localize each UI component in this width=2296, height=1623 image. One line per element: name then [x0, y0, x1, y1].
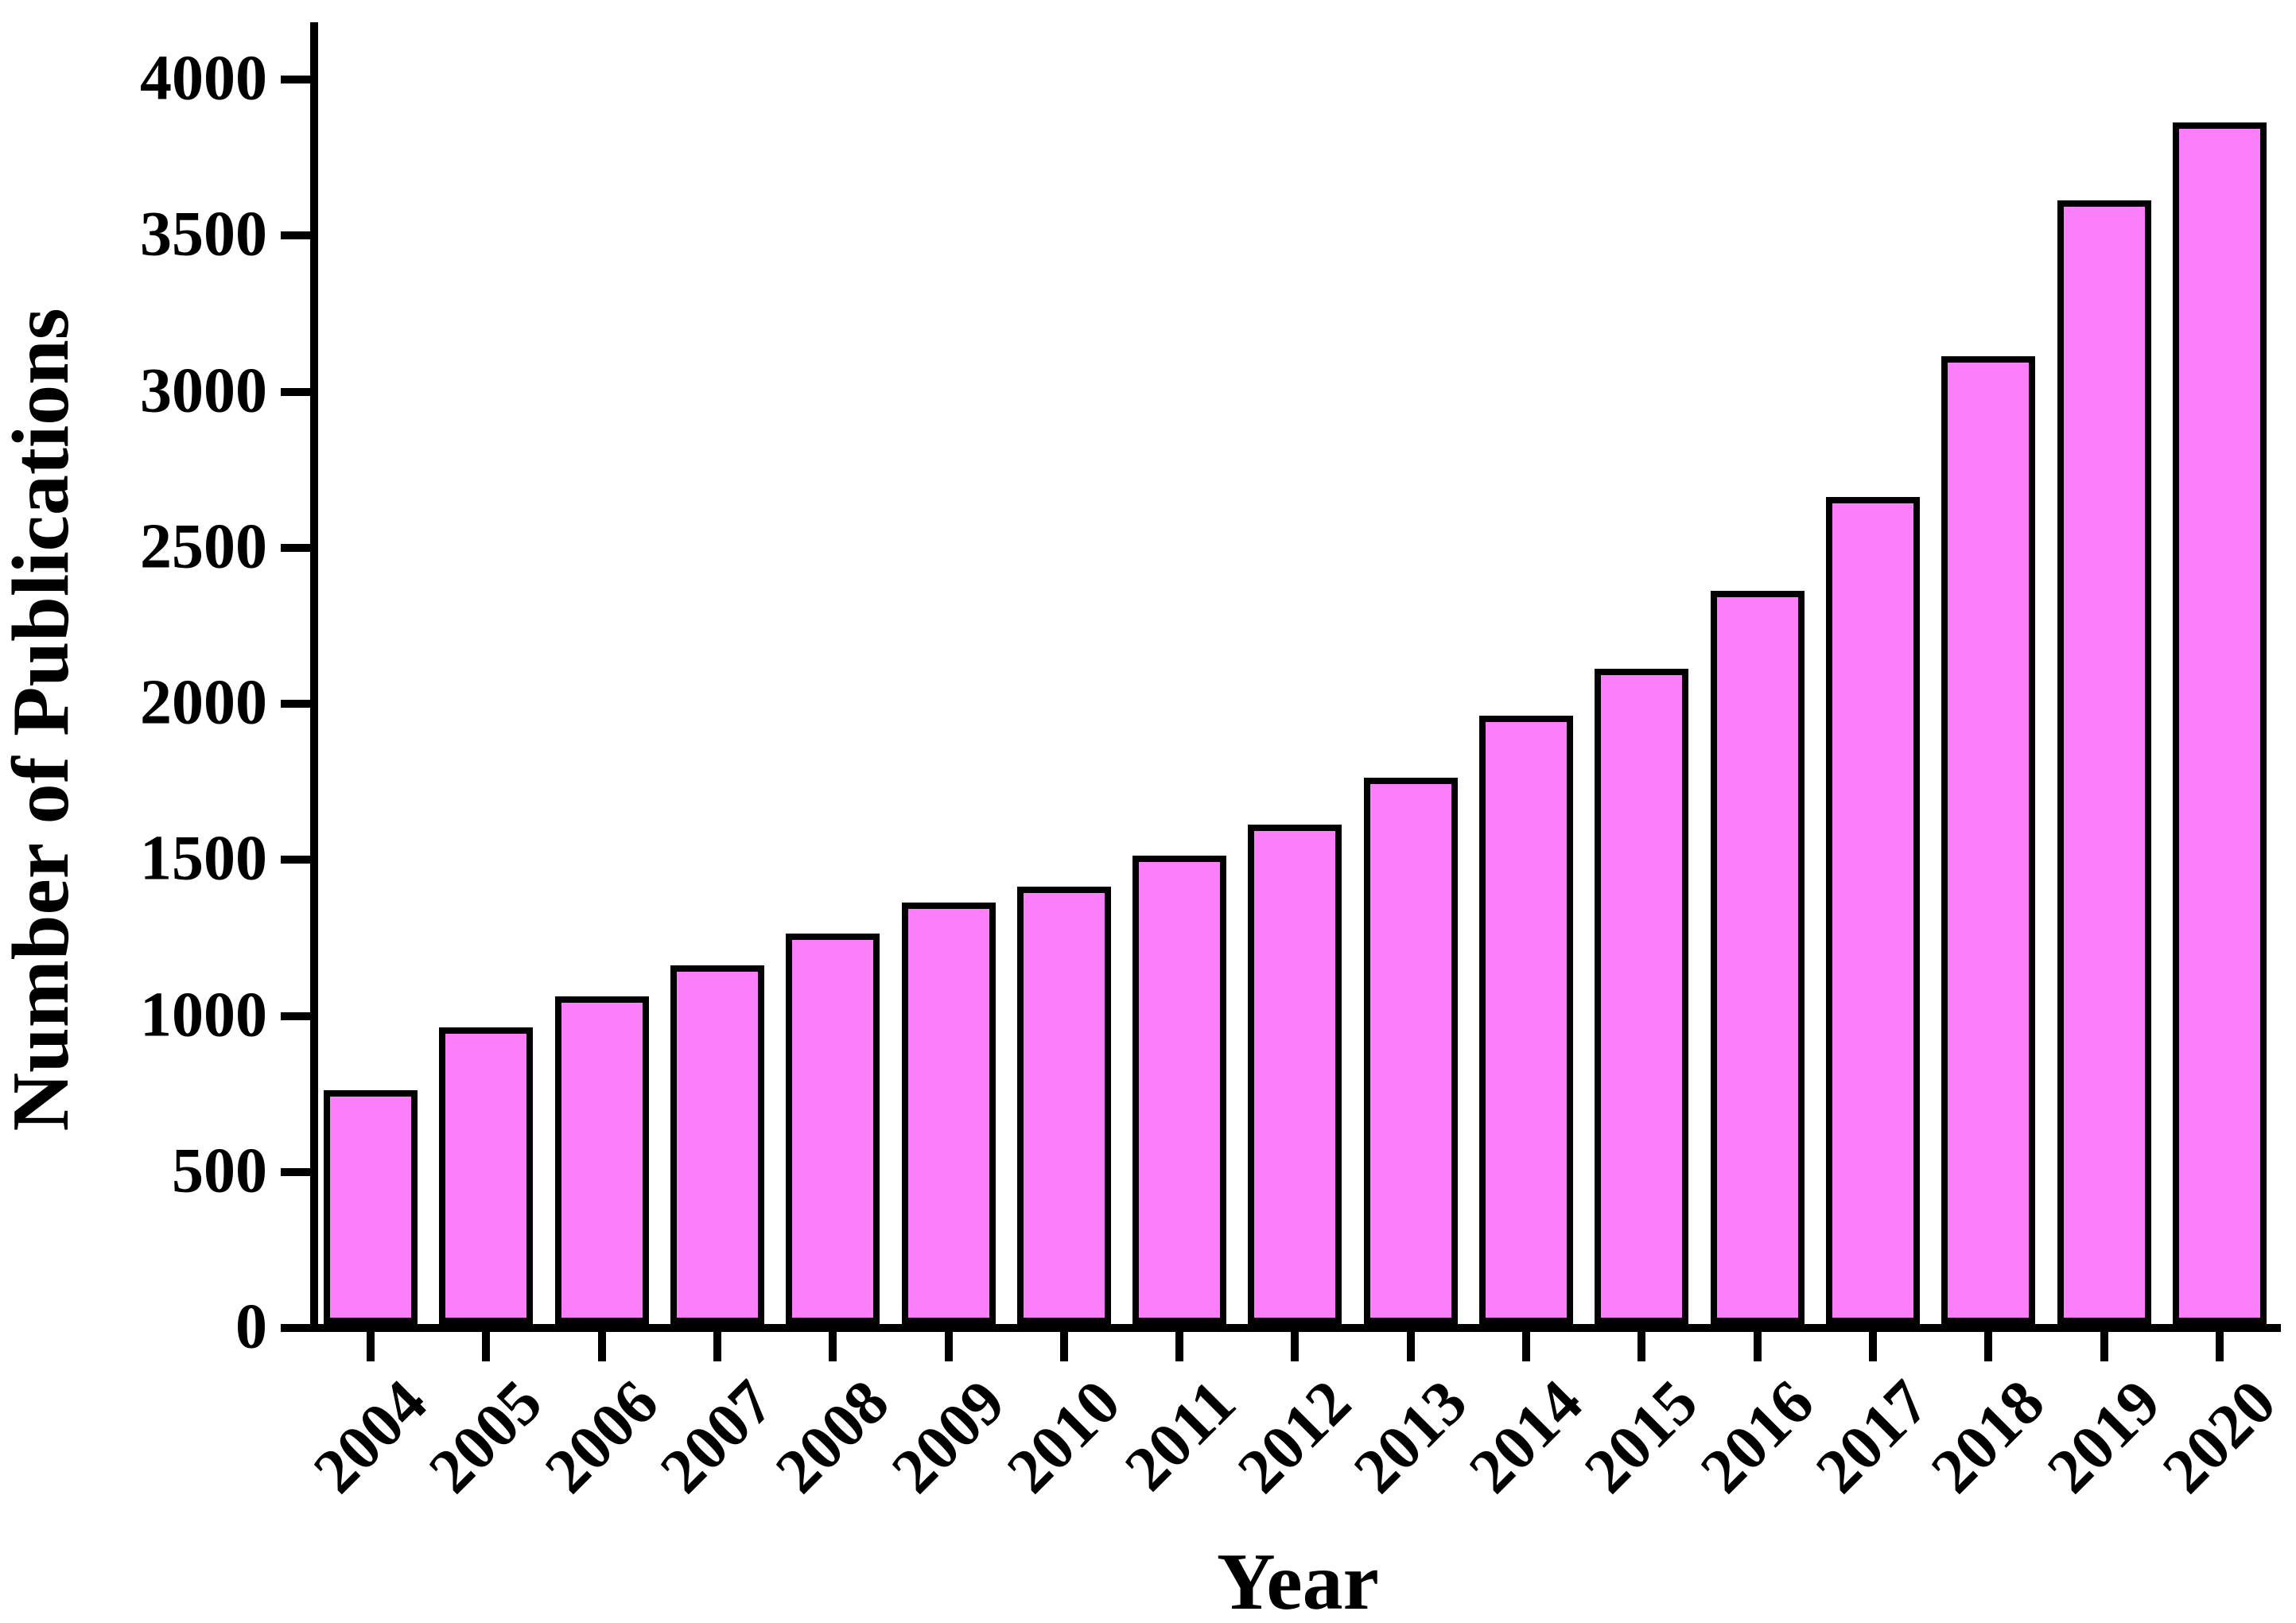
y-axis-line — [310, 22, 318, 1332]
x-axis-title: Year — [1217, 1537, 1379, 1623]
x-tick — [367, 1332, 375, 1361]
bar — [670, 965, 764, 1324]
y-tick-label: 3000 — [140, 355, 267, 425]
bar — [1479, 716, 1573, 1324]
bar — [1132, 856, 1226, 1324]
y-tick — [281, 700, 312, 708]
x-axis-line — [310, 1324, 2281, 1332]
x-tick — [945, 1332, 953, 1361]
x-tick — [1638, 1332, 1645, 1361]
y-tick-label: 4000 — [140, 43, 267, 114]
y-tick — [281, 387, 312, 396]
bar — [902, 903, 996, 1324]
y-tick — [281, 76, 312, 83]
bar — [2057, 200, 2151, 1324]
x-tick — [598, 1332, 606, 1361]
x-tick — [713, 1332, 721, 1361]
x-tick — [1522, 1332, 1530, 1361]
bar — [1826, 497, 1920, 1324]
y-tick — [281, 231, 312, 240]
y-tick-label: 2000 — [140, 667, 267, 738]
bar — [1364, 778, 1458, 1324]
x-tick — [829, 1332, 837, 1361]
y-tick-label: 0 — [235, 1291, 267, 1362]
bar — [1248, 825, 1342, 1324]
bar — [555, 996, 649, 1324]
bar — [1941, 356, 2035, 1324]
bar — [2173, 122, 2267, 1324]
y-tick-label: 500 — [172, 1136, 267, 1206]
bar — [1711, 591, 1805, 1324]
y-axis-title: Number of Publications — [0, 308, 86, 1132]
x-tick — [1754, 1332, 1762, 1361]
y-tick — [281, 1167, 312, 1176]
y-tick — [281, 543, 312, 552]
y-tick-label: 3500 — [140, 199, 267, 270]
x-tick — [2100, 1332, 2108, 1361]
bar — [324, 1090, 418, 1324]
x-tick — [1407, 1332, 1415, 1361]
x-tick — [1984, 1332, 1992, 1361]
y-tick — [281, 1324, 312, 1332]
bar — [786, 934, 880, 1324]
y-tick — [281, 856, 312, 864]
y-tick-label: 1500 — [140, 823, 267, 894]
bar — [1017, 887, 1111, 1324]
y-tick-label: 1000 — [140, 979, 267, 1050]
x-tick — [1175, 1332, 1183, 1361]
x-tick — [1060, 1332, 1068, 1361]
x-tick — [482, 1332, 490, 1361]
x-tick — [2216, 1332, 2224, 1361]
bar — [439, 1027, 533, 1324]
y-tick-label: 2500 — [140, 511, 267, 582]
x-tick — [1291, 1332, 1299, 1361]
bar — [1595, 669, 1688, 1324]
x-tick — [1869, 1332, 1877, 1361]
y-tick — [281, 1011, 312, 1020]
